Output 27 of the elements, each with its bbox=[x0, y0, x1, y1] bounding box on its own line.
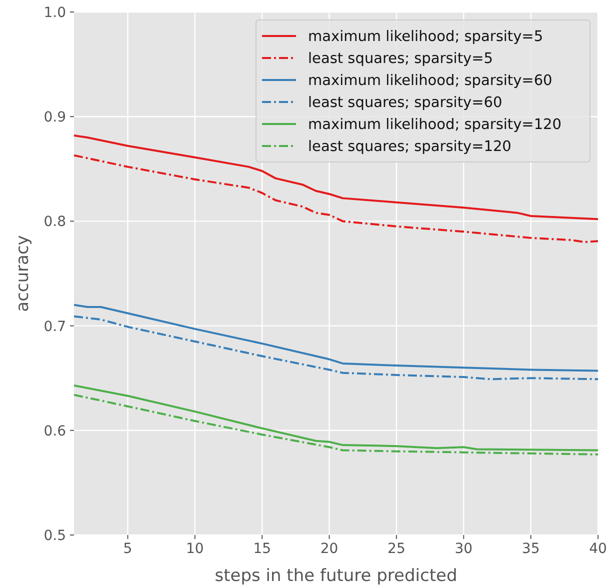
x-axis-title: steps in the future predicted bbox=[214, 566, 458, 586]
x-tick-label: 25 bbox=[388, 541, 406, 557]
line-series bbox=[74, 134, 598, 220]
x-tick-label: 35 bbox=[522, 541, 540, 557]
x-tick-label: 10 bbox=[186, 541, 204, 557]
legend-label: least squares; sparsity=5 bbox=[308, 51, 493, 67]
legend-label: least squares; sparsity=60 bbox=[308, 95, 502, 111]
x-tick-label: 30 bbox=[454, 541, 473, 557]
y-tick-label: 0.8 bbox=[44, 214, 66, 230]
y-tick-label: 0.9 bbox=[44, 110, 66, 126]
y-tick-label: 0.7 bbox=[44, 318, 66, 335]
legend-label: least squares; sparsity=120 bbox=[308, 139, 512, 155]
x-tick-label: 15 bbox=[253, 541, 272, 557]
y-tick-label: 0.5 bbox=[44, 528, 66, 544]
x-tick-label: 5 bbox=[123, 541, 132, 557]
x-tick-label: 40 bbox=[589, 541, 607, 557]
line-series bbox=[74, 154, 598, 244]
line-series bbox=[74, 315, 598, 380]
x-tick-label: 20 bbox=[320, 541, 338, 557]
legend-label: maximum likelihood; sparsity=5 bbox=[308, 29, 544, 45]
line-series bbox=[74, 304, 598, 372]
y-tick-label: 1.0 bbox=[44, 5, 66, 21]
legend-label: maximum likelihood; sparsity=120 bbox=[308, 117, 562, 133]
y-axis-title: accuracy bbox=[13, 235, 33, 312]
line-series bbox=[74, 384, 598, 452]
y-tick-label: 0.6 bbox=[44, 423, 66, 440]
legend-label: maximum likelihood; sparsity=60 bbox=[308, 73, 552, 89]
